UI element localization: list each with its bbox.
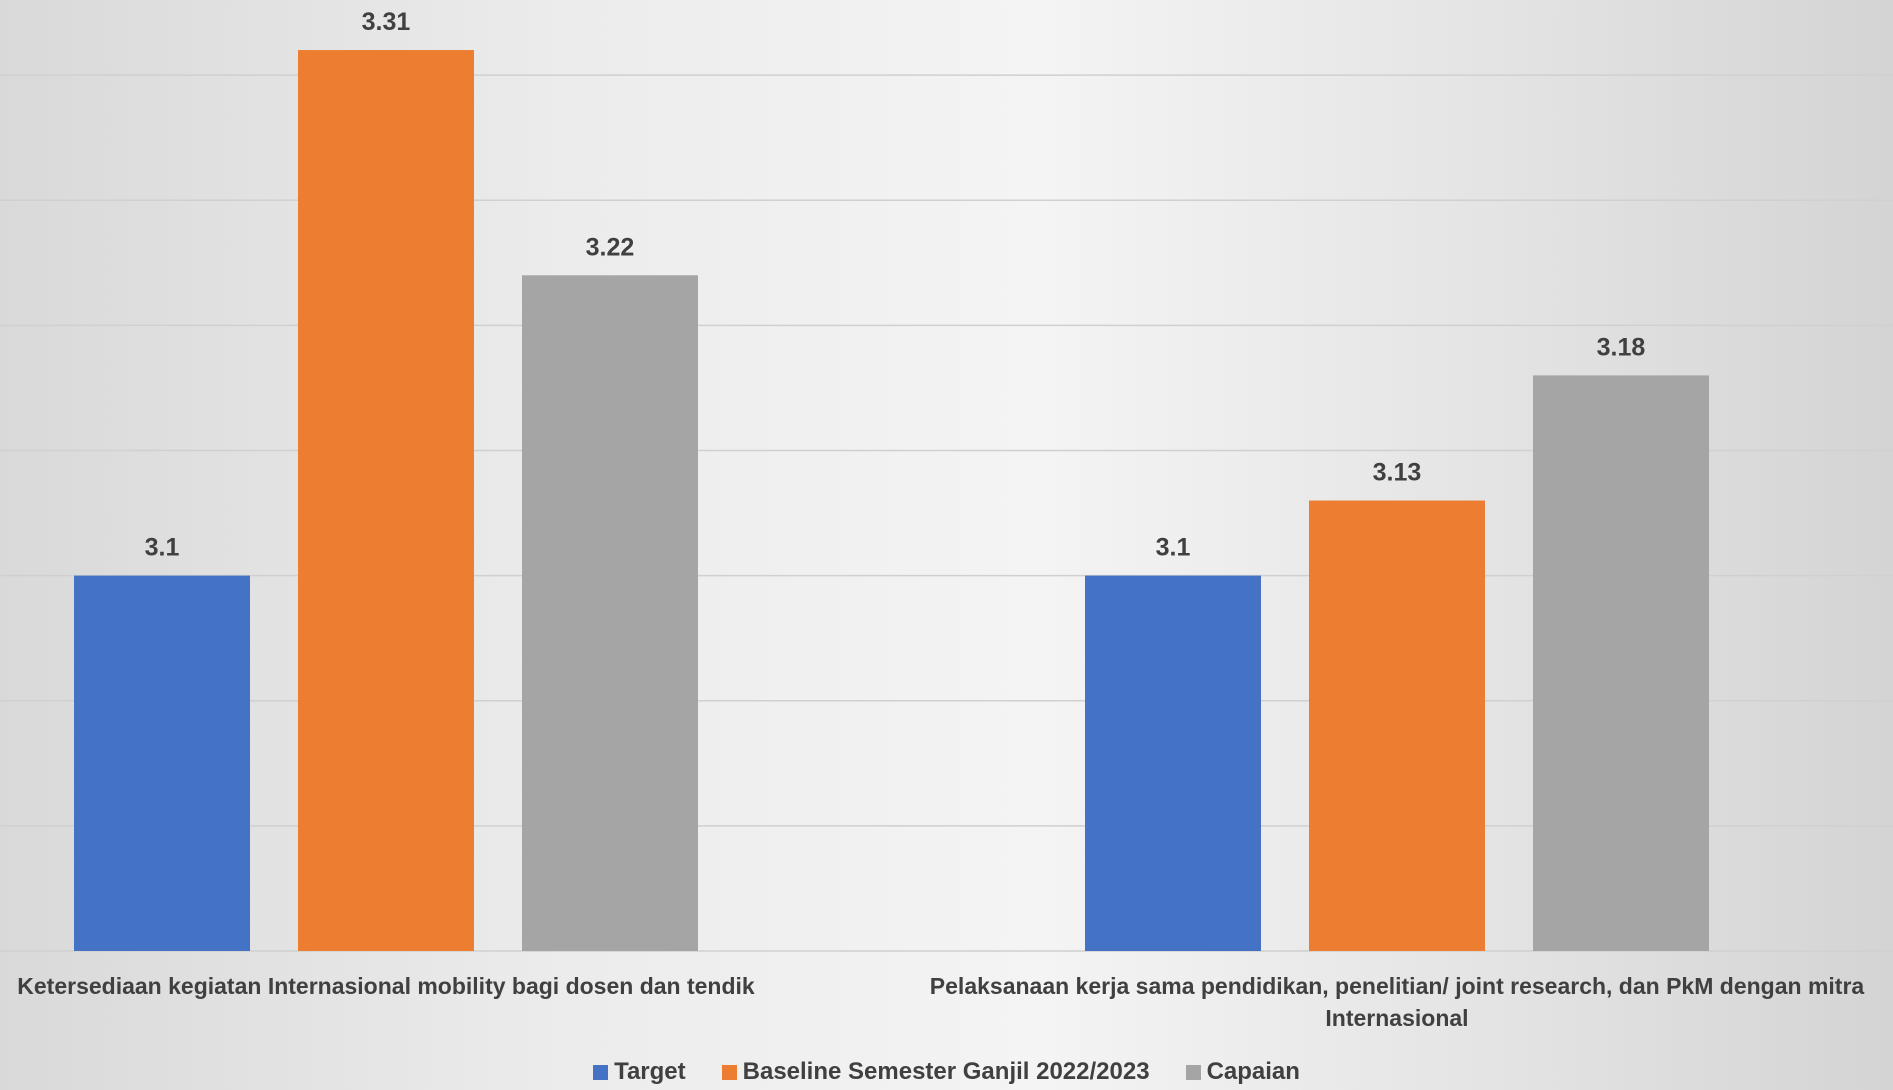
x-tick-label: Pelaksanaan kerja sama pendidikan, penel…	[929, 973, 1865, 1031]
bar	[522, 275, 698, 952]
value-label: 3.22	[586, 233, 635, 261]
value-label: 3.31	[362, 8, 411, 36]
chart: 3.1 3.31 3.22 3.1 3.13 3.18	[0, 8, 1893, 952]
bar	[1085, 575, 1261, 951]
value-label: 3.1	[145, 534, 180, 562]
legend-label: Capaian	[1206, 1058, 1300, 1085]
value-label: 3.1	[1156, 534, 1191, 562]
value-label: 3.13	[1373, 459, 1422, 487]
bar	[1309, 500, 1485, 951]
value-label: 3.18	[1597, 333, 1646, 361]
legend-label: Target	[614, 1058, 686, 1085]
bar	[74, 575, 250, 951]
legend-swatch	[1185, 1064, 1201, 1080]
legend-label: Baseline Semester Ganjil 2022/2023	[742, 1058, 1150, 1085]
legend-swatch	[721, 1064, 737, 1080]
legend-item: Capaian	[1185, 1058, 1300, 1086]
legend-item: Baseline Semester Ganjil 2022/2023	[721, 1058, 1150, 1086]
legend-swatch	[593, 1064, 609, 1080]
bar	[1533, 375, 1709, 951]
legend-item: Target	[593, 1058, 686, 1086]
legend: Target Baseline Semester Ganjil 2022/2023…	[0, 1058, 1893, 1086]
x-tick-label: Ketersediaan kegiatan Internasional mobi…	[17, 973, 755, 999]
bar	[298, 50, 474, 952]
